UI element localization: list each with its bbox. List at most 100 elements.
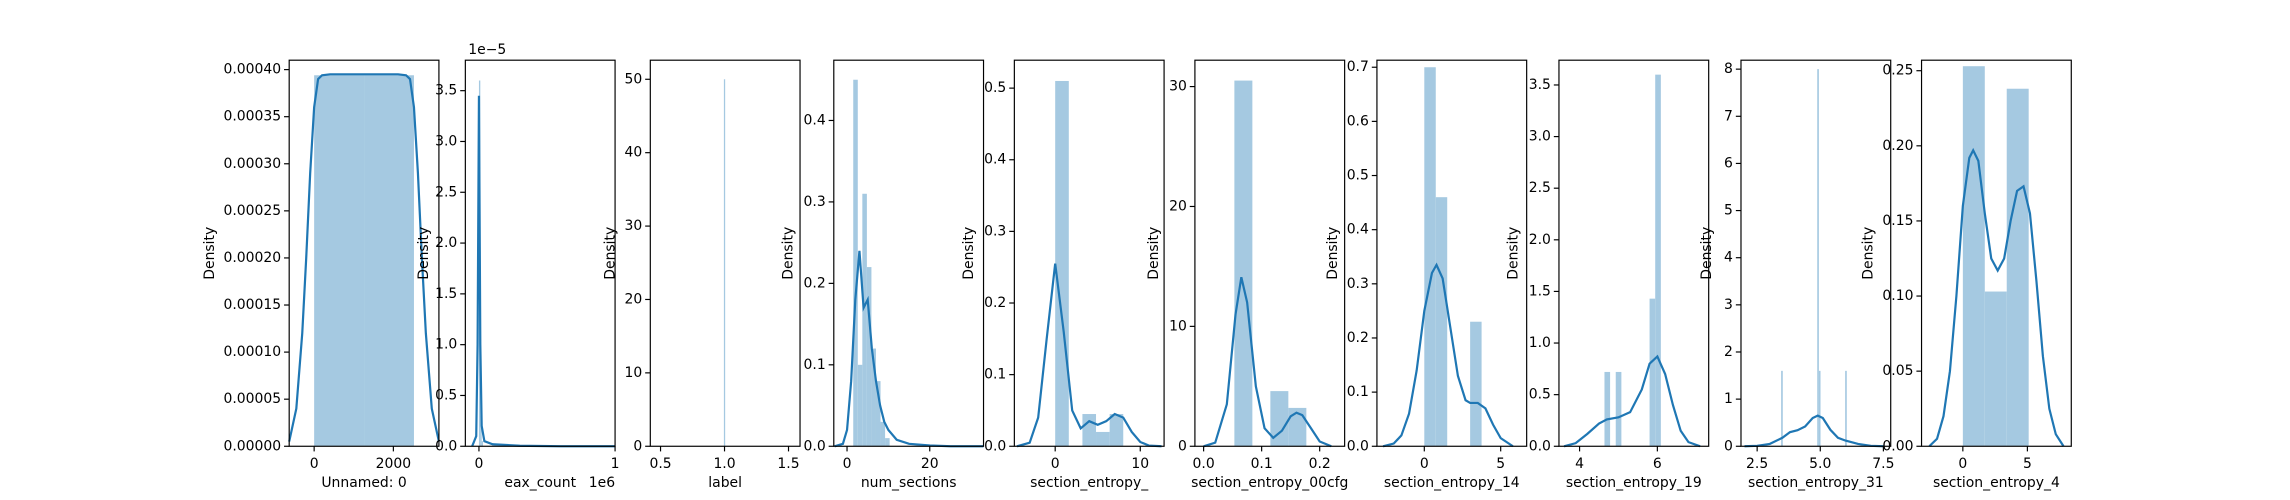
axes-frame [1194,59,1346,447]
y-tick-label: 0.00010 [223,344,281,360]
axes-frame [1920,59,2072,447]
y-tick-label: 3.0 [1529,129,1551,145]
histogram-bar [1082,414,1097,447]
y-tick-label: 0.4 [804,112,826,128]
x-tick-label: 1.5 [777,456,799,472]
histogram-bar [1781,370,1783,447]
subplot: 0.00000 0.00005 0.00010 0.00015 0.00020 0.000… [202,59,440,491]
x-tick-label: 20 [921,456,939,472]
x-tick-label: 2.5 [1746,456,1768,472]
y-tick-label: 0.00000 [223,438,281,454]
subplot: 0.0 0.1 0.2 0.3 0.4 0 20 num_sections Density [780,59,985,491]
x-tick-label: 0 [843,456,852,472]
histogram-bar [875,381,881,447]
x-axis-label: section_entropy_14 [1384,475,1520,491]
histogram-bar [1470,321,1482,447]
y-tick-label: 0 [1178,438,1187,454]
y-tick-label: 0.7 [1347,59,1369,75]
y-tick-label: 0.5 [984,80,1006,96]
axes-frame [649,59,801,447]
y-tick-label: 0.00025 [223,203,281,219]
y-tick-label: 0.6 [1347,113,1369,129]
kde-line [288,73,440,442]
y-tick-label: 4 [1724,250,1733,266]
x-tick-label: 7.5 [1872,456,1894,472]
x-tick-label: 6 [1653,456,1662,472]
y-tick-label: 0.5 [1529,387,1551,403]
y-axis-label: Density [416,227,432,280]
axes-frame [833,59,985,447]
y-tick-label: 1 [1724,391,1733,407]
y-tick-label: 7 [1724,108,1733,124]
y-tick-label: 0.0 [984,438,1006,454]
x-tick-label: 0 [310,456,319,472]
y-tick-label: 3 [1724,297,1733,313]
x-tick-label: 5 [1496,456,1505,472]
axes-frame [1376,59,1528,447]
x-tick-label: 0.5 [649,456,671,472]
subplot: 0 10 20 30 0.0 0.1 0.2 section_entropy_00cfg Den… [1146,59,1348,491]
y-axis-label: Density [202,227,218,280]
subplot: 0.00 0.05 0.10 0.15 0.20 0.25 0 5 section_entrop… [1861,59,2072,491]
x-tick-label: 10 [1131,456,1149,472]
y-tick-label: 0.1 [804,357,826,373]
histogram-bar [862,193,867,447]
histogram-bar [1615,371,1622,447]
x-tick-label: 0 [1420,456,1429,472]
y-axis-label: Density [1699,227,1715,280]
y-tick-label: 0 [1724,438,1733,454]
histogram-bar [723,79,726,447]
y-tick-label: 6 [1724,155,1733,171]
y-tick-label: 20 [624,291,642,307]
histogram-bar [1424,67,1436,447]
y-tick-label: 0.3 [804,194,826,210]
y-tick-label: 0.5 [435,387,457,403]
x-axis-label: section_entropy_19 [1566,475,1702,491]
histogram-bar [853,79,858,447]
y-tick-label: 0.4 [984,152,1006,168]
histogram-bar [1234,80,1253,447]
histogram-bar [481,441,484,447]
y-tick-label: 3.5 [1529,77,1551,93]
x-tick-label: 4 [1575,456,1584,472]
y-tick-label: 1.5 [435,286,457,302]
histogram-bar [1270,391,1289,447]
y-tick-label: 0.3 [984,223,1006,239]
histogram-bar [314,75,365,447]
x-tick-label: 0 [475,456,484,472]
y-tick-label: 1.5 [1529,283,1551,299]
y-tick-label: 0.00020 [223,250,281,266]
x-axis-label: section_entropy_00cfg [1191,475,1348,491]
x-tick-label: 1 [611,456,620,472]
y-tick-label: 1.0 [1529,335,1551,351]
histogram-bar [1288,407,1307,447]
kde-line [1744,414,1884,448]
y-tick-label: 0.00005 [223,391,281,407]
y-tick-label: 0.10 [1882,288,1913,304]
x-axis-label: Unnamed: 0 [321,475,406,491]
kde-line [1928,147,2065,448]
histogram-bar [866,267,872,447]
axes-frame [288,59,440,447]
y-tick-label: 2.0 [1529,232,1551,248]
x-offset-text: 1e6 [589,475,615,491]
x-tick-label: 0.0 [1193,456,1215,472]
kde-line [834,250,984,448]
histogram-bar [364,75,414,447]
subplot: 0.0 0.1 0.2 0.3 0.4 0.5 0.6 0.7 0 5 section_entrop… [1325,59,1528,491]
x-axis-label: num_sections [861,475,957,491]
histogram-bar [1649,298,1656,447]
y-axis-label: Density [1325,227,1341,280]
x-tick-label: 0 [1958,456,1967,472]
histogram-bar [857,364,863,447]
y-tick-label: 50 [624,71,642,87]
y-tick-label: 3.5 [435,83,457,99]
y-offset-text: 1e−5 [468,42,506,58]
y-tick-label: 40 [624,145,642,161]
y-tick-label: 2.5 [435,184,457,200]
y-axis-label: Density [603,227,619,280]
histogram-bar [1096,431,1110,447]
histogram-bar [880,421,886,447]
y-tick-label: 0.2 [1347,330,1369,346]
